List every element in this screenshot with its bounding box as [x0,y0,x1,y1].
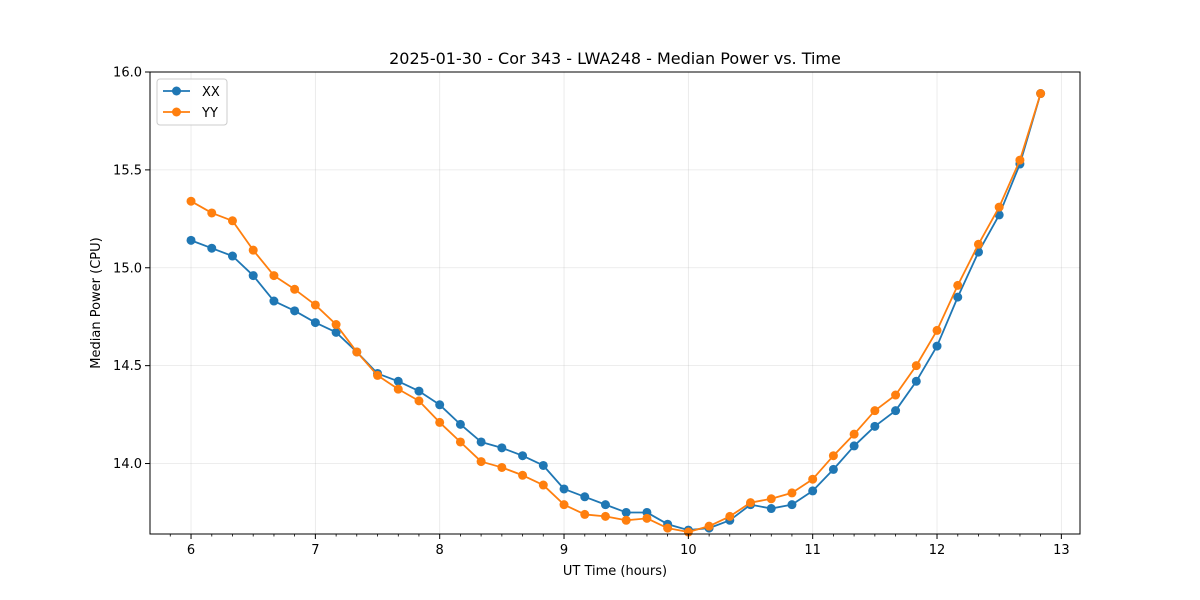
data-point-yy [621,515,631,525]
legend-label-yy: YY [201,106,218,121]
data-point-yy [953,280,963,290]
plot-frame [149,71,1081,535]
y-axis-label: Median Power (CPU) [89,237,104,368]
data-point-xx [870,421,880,431]
legend-label-xx: XX [202,85,220,100]
data-point-yy [393,384,403,394]
y-tick-label: 16.0 [113,66,142,81]
data-point-xx [455,419,465,429]
data-point-xx [559,484,569,494]
data-point-yy [746,498,756,508]
data-point-xx [476,437,486,447]
data-point-yy [849,429,859,439]
data-point-xx [600,500,610,510]
data-point-yy [1015,155,1025,165]
y-tick-label: 14.5 [113,359,142,374]
y-tick-label: 15.5 [113,163,142,178]
legend-marker-xx [172,86,181,96]
data-point-yy [331,320,341,330]
data-point-yy [808,474,818,484]
data-point-xx [911,376,921,386]
data-point-yy [207,208,217,218]
data-point-yy [497,462,507,472]
x-tick-label: 13 [1053,543,1070,558]
x-tick-label: 9 [560,543,568,558]
data-point-yy [787,488,797,498]
series-line-yy [190,93,1042,533]
data-point-yy [766,494,776,504]
x-tick-label: 6 [187,543,195,558]
data-point-yy [186,196,196,206]
data-point-xx [393,376,403,386]
data-point-yy [725,511,735,521]
data-point-xx [580,492,590,502]
x-tick-label: 7 [311,543,319,558]
data-point-yy [476,457,486,467]
legend-marker-yy [172,107,181,117]
data-point-yy [580,509,590,519]
data-point-xx [766,504,776,514]
data-point-yy [600,511,610,521]
data-point-yy [911,361,921,371]
data-point-xx [290,306,300,316]
data-point-yy [642,513,652,523]
data-point-xx [227,251,237,261]
data-point-xx [269,296,279,306]
data-point-xx [497,443,507,453]
data-point-xx [414,386,424,396]
data-point-yy [310,300,320,310]
data-point-xx [186,235,196,245]
data-point-yy [414,396,424,406]
data-point-xx [207,243,217,253]
data-point-xx [932,341,942,351]
data-point-yy [973,239,983,249]
data-point-yy [518,470,528,480]
data-point-yy [891,390,901,400]
data-point-xx [953,292,963,302]
data-point-yy [870,406,880,416]
data-point-xx [248,271,258,281]
x-tick-label: 12 [929,543,946,558]
data-point-yy [663,523,673,533]
data-point-xx [310,318,320,328]
data-point-yy [559,500,569,510]
axis-ticks: 6 7 8 9 10 11 12 13 14.0 14.5 15.0 15.5 16.0 [113,66,1070,559]
data-point-xx [435,400,445,410]
data-point-yy [373,370,383,380]
data-point-xx [808,486,818,496]
data-point-xx [891,406,901,416]
data-point-xx [331,327,341,337]
data-point-yy [994,202,1004,212]
x-tick-label: 8 [436,543,444,558]
x-tick-label: 11 [804,543,821,558]
data-point-yy [352,347,362,357]
data-point-xx [518,451,528,461]
x-tick-label: 10 [680,543,697,558]
data-point-xx [538,460,548,470]
x-axis-label: UT Time (hours) [563,564,667,579]
data-point-yy [538,480,548,490]
data-point-yy [269,271,279,281]
data-point-yy [435,417,445,427]
data-point-yy [290,284,300,294]
data-point-yy [704,521,714,531]
legend: XX YY [156,78,228,126]
data-point-xx [621,507,631,517]
y-tick-label: 15.0 [113,261,142,276]
data-point-yy [455,437,465,447]
data-point-xx [849,441,859,451]
data-point-yy [227,216,237,226]
data-point-yy [248,245,258,255]
data-point-yy [828,451,838,461]
data-point-yy [1036,89,1046,99]
data-point-yy [932,325,942,335]
y-tick-label: 14.0 [113,457,142,472]
data-point-xx [828,464,838,474]
data-point-xx [787,500,797,510]
chart-title: 2025-01-30 - Cor 343 - LWA248 - Median P… [389,49,841,68]
series-layer [186,89,1046,537]
